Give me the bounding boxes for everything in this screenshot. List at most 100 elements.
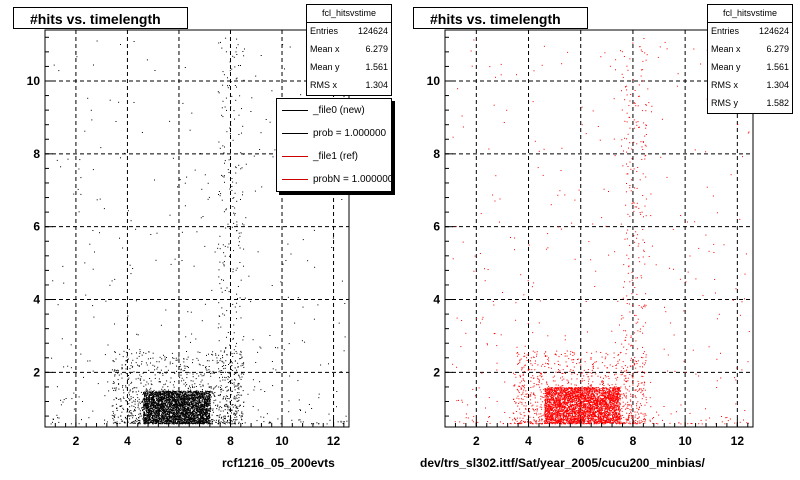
left-stats-label: Entries — [310, 26, 339, 36]
data-point — [171, 393, 173, 395]
data-point — [236, 342, 237, 344]
data-point — [161, 416, 163, 418]
data-point — [209, 420, 211, 422]
left-stats-value: 1.561 — [365, 62, 388, 72]
data-point — [218, 340, 220, 342]
data-point — [145, 390, 147, 392]
data-point — [73, 408, 75, 410]
data-point — [125, 372, 127, 374]
data-point — [237, 410, 239, 412]
data-point — [241, 356, 243, 358]
data-point — [154, 179, 155, 181]
data-point — [227, 405, 229, 407]
data-point — [143, 411, 145, 413]
data-point — [217, 404, 219, 406]
data-point — [187, 401, 189, 403]
data-point — [207, 398, 209, 400]
data-point — [195, 413, 197, 415]
data-point — [172, 406, 174, 408]
data-point — [180, 392, 182, 394]
data-point — [206, 369, 208, 371]
data-point — [205, 404, 207, 406]
data-point — [243, 366, 245, 368]
data-point — [163, 399, 165, 401]
data-point — [120, 405, 122, 407]
data-point — [243, 79, 245, 81]
data-point — [198, 401, 200, 403]
data-point — [228, 419, 230, 421]
data-point — [222, 84, 224, 86]
data-point — [209, 408, 211, 410]
data-point — [132, 417, 134, 419]
data-point — [199, 393, 201, 395]
data-point — [176, 395, 177, 397]
data-point — [229, 406, 231, 408]
data-point — [162, 419, 164, 421]
data-point — [189, 408, 191, 410]
data-point — [153, 394, 155, 396]
data-point — [185, 391, 186, 393]
data-point — [162, 396, 164, 398]
data-point — [233, 222, 235, 224]
data-point — [300, 410, 301, 411]
data-point — [241, 418, 242, 420]
data-point — [171, 421, 173, 423]
data-point — [158, 411, 159, 413]
data-point — [144, 403, 145, 405]
data-point — [271, 361, 273, 362]
data-point — [156, 417, 157, 419]
data-point — [235, 371, 237, 373]
data-point — [337, 421, 339, 423]
data-point — [242, 153, 244, 155]
data-point — [184, 403, 185, 405]
data-point — [240, 65, 241, 66]
data-point — [218, 276, 220, 278]
data-point — [172, 418, 174, 420]
data-point — [192, 386, 193, 388]
data-point — [195, 338, 197, 340]
data-point — [88, 417, 90, 419]
data-point — [156, 415, 158, 417]
data-point — [224, 423, 226, 425]
data-point — [134, 409, 136, 411]
data-point — [196, 405, 198, 407]
data-point — [257, 409, 259, 411]
data-point — [160, 418, 161, 419]
data-point — [201, 394, 203, 396]
data-point — [197, 408, 198, 410]
data-point — [236, 302, 238, 304]
data-point — [193, 406, 195, 408]
data-point — [229, 380, 231, 382]
data-point — [157, 407, 159, 409]
data-point — [208, 397, 210, 399]
data-point — [200, 417, 202, 419]
data-point — [178, 412, 180, 414]
data-point — [239, 262, 241, 263]
data-point — [151, 398, 153, 400]
data-point — [199, 418, 201, 420]
data-point — [282, 263, 284, 265]
data-point — [235, 407, 237, 409]
data-point — [221, 174, 222, 176]
data-point — [333, 353, 334, 355]
data-point — [155, 422, 157, 424]
data-point — [209, 392, 211, 394]
data-point — [176, 413, 178, 414]
data-point — [201, 320, 203, 322]
data-point — [178, 398, 180, 400]
data-point — [116, 409, 118, 411]
data-point — [157, 399, 159, 401]
data-point — [152, 390, 154, 392]
data-point — [221, 279, 223, 281]
data-point — [144, 398, 146, 400]
legend-box: _file0 (new) prob = 1.000000 _file1 (ref… — [276, 98, 392, 192]
data-point — [211, 372, 213, 374]
data-point — [188, 407, 190, 409]
data-point — [181, 399, 183, 401]
data-point — [242, 191, 244, 193]
data-point — [144, 414, 146, 416]
data-point — [179, 423, 181, 425]
data-point — [190, 402, 192, 404]
data-point — [192, 403, 194, 405]
data-point — [146, 395, 147, 397]
